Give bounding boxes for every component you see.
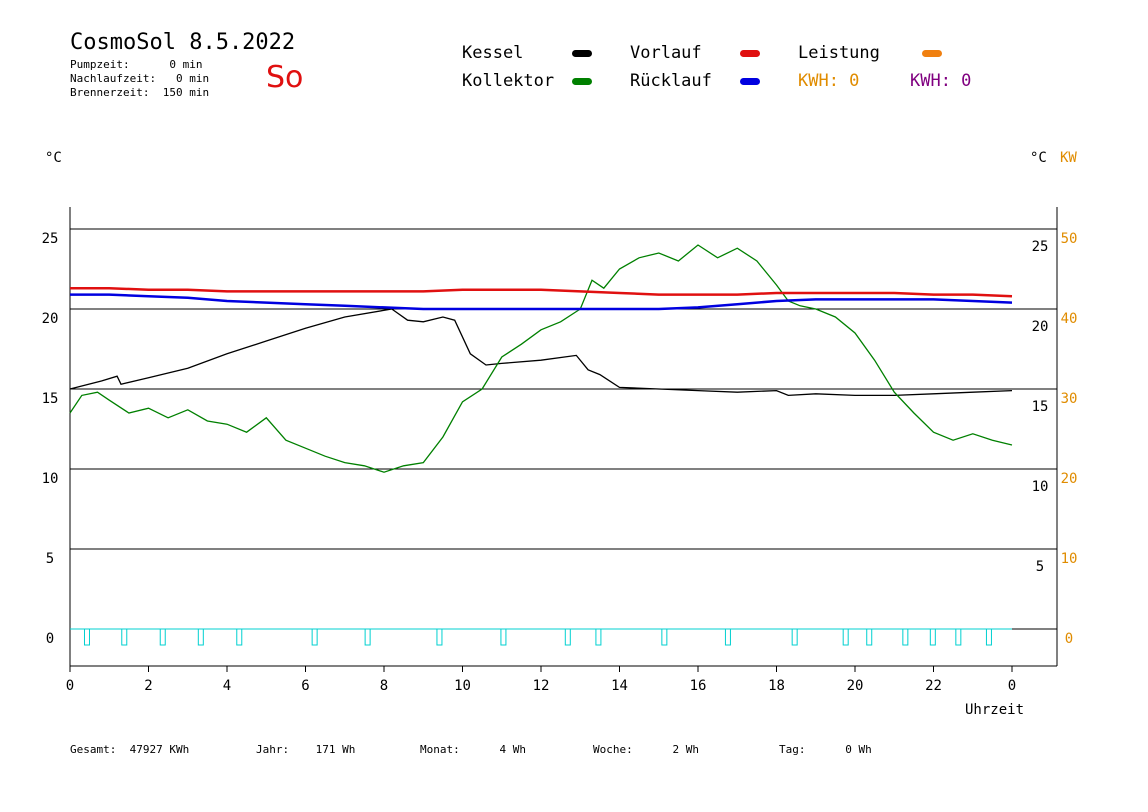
legend-ruecklauf-swatch bbox=[740, 78, 760, 85]
legend-vorlauf-label: Vorlauf bbox=[630, 43, 702, 63]
y-right-kw-tick-label: 10 bbox=[1061, 551, 1078, 567]
pump-pulse bbox=[159, 628, 166, 646]
x-tick-label: 6 bbox=[301, 678, 309, 694]
x-tick-label: 0 bbox=[66, 678, 74, 694]
pump-pulse bbox=[197, 628, 204, 646]
x-tick-label: 18 bbox=[768, 678, 785, 694]
x-tick-label: 2 bbox=[144, 678, 152, 694]
footer-woche: Woche: 2 Wh bbox=[593, 743, 699, 756]
y-right-c-tick-label: 5 bbox=[1036, 559, 1044, 575]
pump-pulse bbox=[955, 628, 962, 646]
grid-lines bbox=[70, 228, 1057, 630]
x-tick-label: 0 bbox=[1008, 678, 1016, 694]
x-tick-label: 12 bbox=[533, 678, 550, 694]
pump-pulse bbox=[500, 628, 507, 646]
y-left-tick-label: 15 bbox=[42, 391, 59, 407]
legend-kessel-label: Kessel bbox=[462, 43, 524, 63]
series-ruecklauf bbox=[70, 293, 1013, 311]
y-left-tick-label: 25 bbox=[42, 231, 59, 247]
x-tick-label: 8 bbox=[380, 678, 388, 694]
y-right-c-tick-label: 20 bbox=[1032, 319, 1049, 335]
right-axis-unit-c: °C bbox=[1030, 150, 1047, 166]
series-kessel bbox=[69, 308, 1013, 397]
x-axis-label: Uhrzeit bbox=[965, 702, 1025, 718]
pump-pulse bbox=[311, 628, 318, 646]
x-tick-label: 22 bbox=[925, 678, 942, 694]
y-left-tick-label: 5 bbox=[46, 551, 54, 567]
legend-kwh-orange: KWH: 0 bbox=[798, 71, 860, 91]
y-right-c-tick-label: 10 bbox=[1032, 479, 1049, 495]
footer-monat: Monat: 4 Wh bbox=[420, 743, 526, 756]
y-right-kw-tick-label: 20 bbox=[1061, 471, 1078, 487]
weekday-label: So bbox=[266, 60, 304, 95]
legend-leistung-label: Leistung bbox=[798, 43, 880, 63]
pump-pulse bbox=[564, 628, 571, 646]
legend-leistung-swatch bbox=[922, 50, 942, 57]
x-tick-label: 10 bbox=[454, 678, 471, 694]
y-left-tick-label: 0 bbox=[46, 631, 54, 647]
x-tick-label: 16 bbox=[690, 678, 707, 694]
x-tick-label: 4 bbox=[223, 678, 231, 694]
pump-pulse bbox=[236, 628, 243, 646]
x-tick-label: 14 bbox=[611, 678, 628, 694]
pump-pulse bbox=[83, 628, 90, 646]
pump-pulse bbox=[929, 628, 936, 646]
pump-pulse bbox=[724, 628, 731, 646]
pump-pulse bbox=[595, 628, 602, 646]
brennerzeit-text: Brennerzeit: 150 min bbox=[70, 86, 210, 99]
pump-pulse bbox=[791, 628, 798, 646]
legend-kessel-swatch bbox=[572, 50, 592, 57]
tick-labels: 0 2 4 6 8 10 12 14 16 18 20 22 0 0 5 10 15 20 25 5 10 15 20 25 0… bbox=[42, 231, 1078, 694]
legend-kwh-purple: KWH: 0 bbox=[910, 71, 972, 91]
x-tick-label: 20 bbox=[847, 678, 864, 694]
y-left-tick-label: 20 bbox=[42, 311, 59, 327]
y-right-kw-tick-label: 30 bbox=[1061, 391, 1078, 407]
legend-vorlauf-swatch bbox=[740, 50, 760, 57]
y-right-kw-tick-label: 40 bbox=[1061, 311, 1078, 327]
nachlaufzeit-text: Nachlaufzeit: 0 min bbox=[70, 72, 210, 85]
chart-series bbox=[69, 244, 1013, 646]
pump-pulse bbox=[842, 628, 849, 646]
footer-jahr: Jahr: 171 Wh bbox=[256, 743, 356, 756]
y-right-kw-tick-label: 0 bbox=[1065, 631, 1073, 647]
pump-pulse bbox=[866, 628, 873, 646]
pump-pulse bbox=[121, 628, 128, 646]
right-axis-unit-kw: KW bbox=[1060, 150, 1077, 166]
legend-ruecklauf-label: Rücklauf bbox=[630, 71, 712, 91]
pump-pulse bbox=[436, 628, 443, 646]
page-title: CosmoSol 8.5.2022 bbox=[70, 30, 296, 55]
y-right-c-tick-label: 15 bbox=[1032, 399, 1049, 415]
pump-pulse bbox=[985, 628, 992, 646]
y-right-kw-tick-label: 50 bbox=[1061, 231, 1078, 247]
pumpzeit-text: Pumpzeit: 0 min bbox=[70, 58, 203, 71]
pump-pulse bbox=[364, 628, 371, 646]
footer-tag: Tag: 0 Wh bbox=[779, 743, 872, 756]
y-left-tick-label: 10 bbox=[42, 471, 59, 487]
legend-kollektor-swatch bbox=[572, 78, 592, 85]
pump-pulse bbox=[902, 628, 909, 646]
y-right-c-tick-label: 25 bbox=[1032, 239, 1049, 255]
pump-pulse bbox=[661, 628, 668, 646]
series-vorlauf bbox=[70, 286, 1013, 298]
legend-kollektor-label: Kollektor bbox=[462, 71, 555, 91]
left-axis-unit: °C bbox=[45, 150, 62, 166]
series-kollektor bbox=[69, 244, 1013, 473]
footer-gesamt: Gesamt: 47927 KWh bbox=[70, 743, 190, 756]
chart-axes bbox=[69, 207, 1058, 672]
